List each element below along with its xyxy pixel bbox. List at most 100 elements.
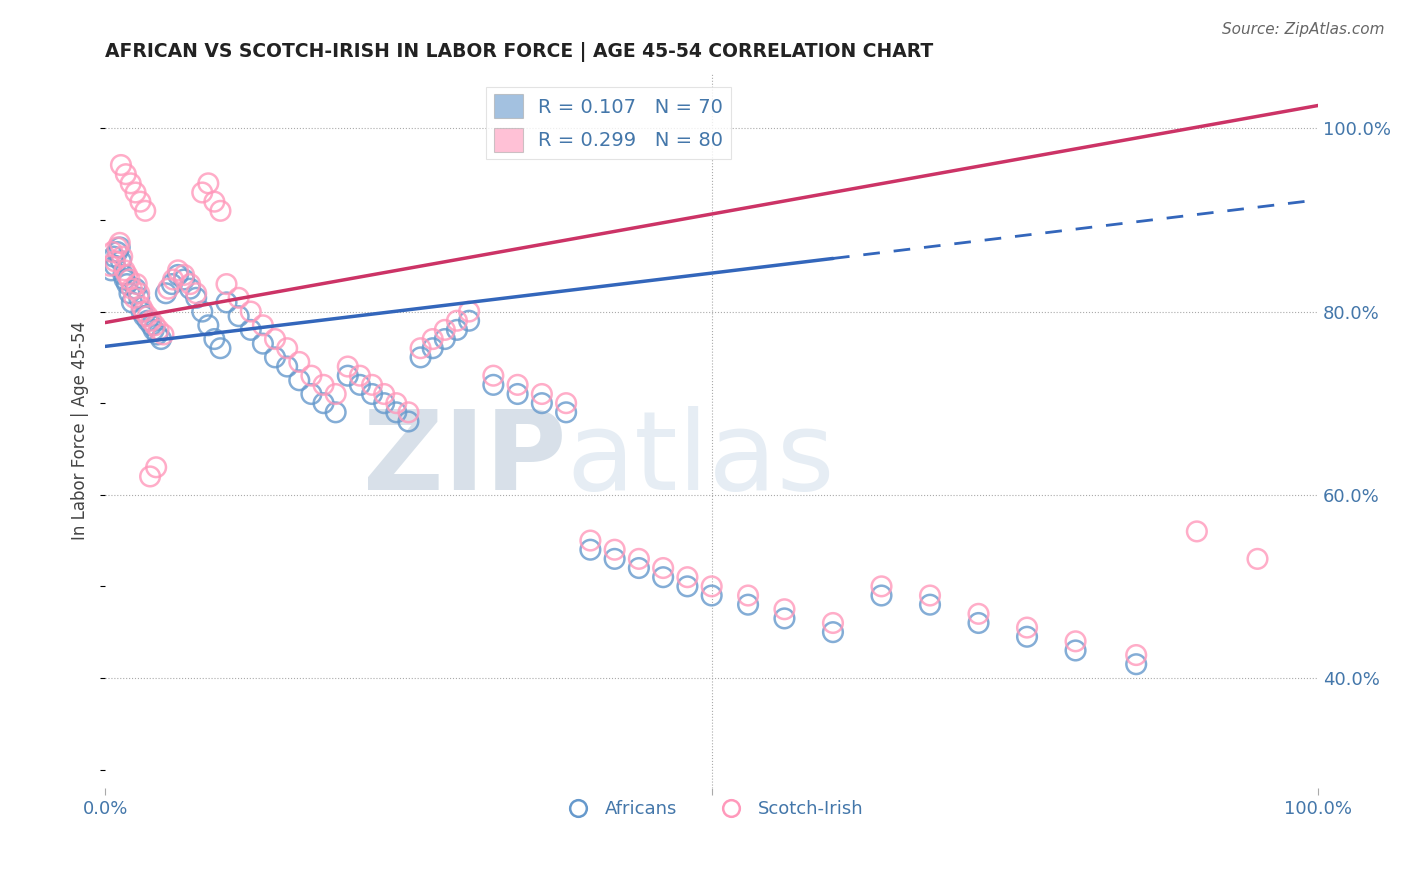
- Point: [120, 177, 142, 191]
- Point: [446, 323, 468, 337]
- Point: [252, 336, 274, 351]
- Point: [118, 286, 141, 301]
- Point: [458, 314, 481, 328]
- Point: [101, 245, 124, 260]
- Point: [148, 323, 170, 337]
- Point: [239, 304, 262, 318]
- Point: [105, 240, 128, 254]
- Point: [299, 368, 322, 383]
- Point: [1125, 648, 1147, 662]
- Point: [239, 323, 262, 337]
- Point: [385, 396, 408, 410]
- Point: [676, 579, 699, 593]
- Point: [173, 268, 195, 282]
- Point: [157, 282, 180, 296]
- Point: [530, 396, 553, 410]
- Point: [191, 304, 214, 318]
- Point: [252, 318, 274, 333]
- Point: [141, 314, 163, 328]
- Point: [373, 387, 395, 401]
- Point: [409, 341, 432, 355]
- Point: [349, 377, 371, 392]
- Point: [1064, 634, 1087, 648]
- Point: [312, 396, 335, 410]
- Point: [114, 272, 136, 286]
- Point: [1015, 630, 1038, 644]
- Point: [312, 377, 335, 392]
- Text: atlas: atlas: [567, 406, 835, 513]
- Point: [114, 263, 136, 277]
- Point: [361, 387, 384, 401]
- Point: [870, 579, 893, 593]
- Point: [276, 341, 298, 355]
- Point: [139, 469, 162, 483]
- Point: [821, 625, 844, 640]
- Point: [124, 282, 146, 296]
- Point: [918, 598, 941, 612]
- Point: [108, 235, 131, 250]
- Point: [131, 300, 153, 314]
- Point: [700, 579, 723, 593]
- Text: ZIP: ZIP: [363, 406, 567, 513]
- Point: [967, 615, 990, 630]
- Point: [579, 533, 602, 548]
- Point: [555, 405, 578, 419]
- Point: [1246, 552, 1268, 566]
- Point: [398, 405, 420, 419]
- Point: [105, 245, 128, 260]
- Point: [197, 177, 219, 191]
- Point: [433, 323, 456, 337]
- Point: [103, 250, 125, 264]
- Point: [146, 327, 169, 342]
- Point: [173, 272, 195, 286]
- Point: [870, 589, 893, 603]
- Point: [325, 405, 347, 419]
- Point: [150, 332, 173, 346]
- Point: [385, 405, 408, 419]
- Point: [398, 415, 420, 429]
- Point: [111, 250, 134, 264]
- Point: [627, 561, 650, 575]
- Point: [98, 259, 121, 273]
- Point: [1185, 524, 1208, 539]
- Point: [152, 327, 174, 342]
- Point: [209, 203, 232, 218]
- Point: [422, 332, 444, 346]
- Point: [129, 194, 152, 209]
- Point: [482, 368, 505, 383]
- Point: [114, 167, 136, 181]
- Point: [134, 203, 156, 218]
- Point: [167, 268, 190, 282]
- Point: [125, 277, 148, 291]
- Point: [124, 186, 146, 200]
- Point: [652, 570, 675, 584]
- Point: [202, 194, 225, 209]
- Point: [121, 282, 143, 296]
- Point: [191, 186, 214, 200]
- Point: [276, 359, 298, 374]
- Point: [627, 552, 650, 566]
- Point: [128, 291, 150, 305]
- Point: [325, 387, 347, 401]
- Point: [131, 304, 153, 318]
- Point: [108, 240, 131, 254]
- Point: [336, 359, 359, 374]
- Point: [530, 387, 553, 401]
- Point: [361, 377, 384, 392]
- Point: [918, 589, 941, 603]
- Point: [1125, 657, 1147, 672]
- Point: [186, 286, 208, 301]
- Point: [288, 373, 311, 387]
- Point: [482, 377, 505, 392]
- Point: [142, 323, 165, 337]
- Point: [104, 254, 127, 268]
- Point: [288, 355, 311, 369]
- Point: [433, 332, 456, 346]
- Point: [186, 291, 208, 305]
- Point: [141, 318, 163, 333]
- Point: [579, 542, 602, 557]
- Point: [128, 286, 150, 301]
- Point: [603, 542, 626, 557]
- Point: [373, 396, 395, 410]
- Point: [422, 341, 444, 355]
